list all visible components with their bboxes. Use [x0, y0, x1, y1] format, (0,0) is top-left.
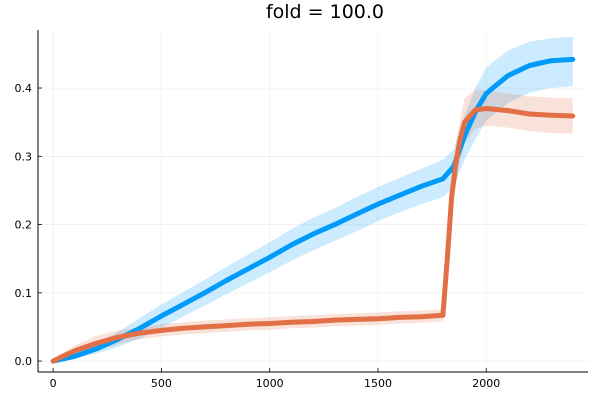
y-tick-label: 0.2	[15, 219, 33, 232]
x-tick-label: 1000	[256, 377, 284, 390]
y-tick-label: 0.3	[15, 150, 33, 163]
series-2-band	[53, 89, 573, 362]
chart-title: fold = 100.0	[266, 1, 384, 23]
y-tick-label: 0.0	[15, 355, 33, 368]
x-tick-label: 2000	[472, 377, 500, 390]
x-tick-label: 1500	[364, 377, 392, 390]
y-tick-label: 0.4	[15, 82, 33, 95]
x-tick-label: 0	[50, 377, 57, 390]
series-2-line	[50, 106, 576, 364]
y-tick-label: 0.1	[15, 287, 33, 300]
series-1-line	[50, 56, 576, 364]
x-tick-label: 500	[151, 377, 172, 390]
